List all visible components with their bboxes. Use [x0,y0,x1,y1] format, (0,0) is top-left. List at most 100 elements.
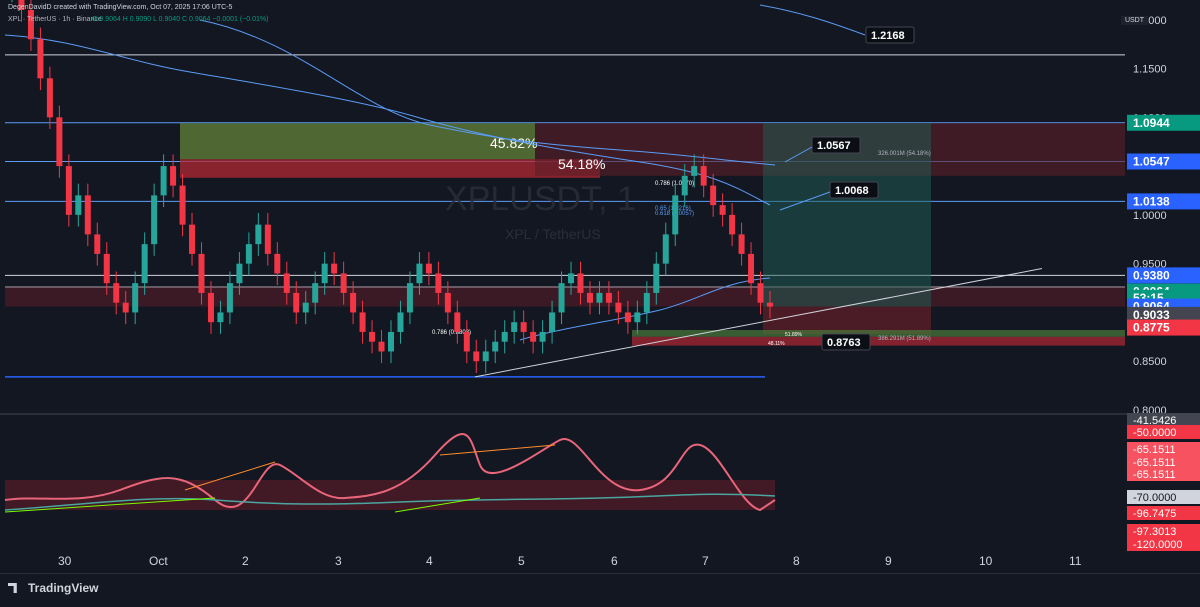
candle-body [122,302,129,313]
price-label-text: 1.0138 [1133,194,1170,208]
osc-label-box [1127,455,1200,469]
candle-body [463,331,470,352]
candle-body [511,322,518,332]
red-zone [180,159,600,178]
y-tick-label: 1.0000 [1133,210,1167,222]
candle-body [520,322,527,332]
candle-body [189,224,196,254]
divergence-line [184,461,276,491]
candle-body [738,234,745,254]
candle-body [255,224,262,245]
candle-body [605,292,612,303]
candle-body [549,312,556,332]
fib-label: 0.786 (0.8803) [432,330,471,336]
candle-body [312,283,319,303]
candle-body [710,185,717,206]
callout-text: 1.0567 [817,140,851,152]
candle-body [359,312,366,332]
price-label-text: 0.8775 [1133,321,1170,335]
candle-body [302,302,309,313]
volume-label: 386.291M (51.89%) [878,336,931,342]
candle-body [245,244,252,264]
long-stop-zone [763,306,931,334]
candle-body [293,292,300,313]
watermark-symbol: XPLUSDT, 1 [445,180,636,218]
candle-body [729,214,736,235]
x-tick-label: 7 [702,554,709,568]
candle-body [198,253,205,293]
oscillator-signal [4,493,776,511]
price-label-text: 1.0944 [1133,116,1170,130]
osc-label-text: -65.1511 [1133,457,1176,469]
footer-bar: TradingView [0,573,1200,602]
callout-box [811,136,861,154]
osc-label-box [1127,467,1200,481]
candle-body [435,273,442,293]
candle-body [596,292,603,303]
candle-body [406,283,413,313]
candle-body [539,331,546,342]
divergence-line [394,497,481,513]
candle-body [340,273,347,293]
candle-body [226,283,233,313]
osc-label-box [1127,506,1200,520]
candle-body [653,263,660,293]
candle-body [321,263,328,284]
osc-label-text: -70.0000 [1133,492,1176,504]
price-label-text: 1.0547 [1133,155,1170,169]
candle-body [530,331,537,342]
candle-body [151,195,158,245]
candle-body [454,312,461,332]
x-tick-label: 5 [518,554,525,568]
osc-label-text: -96.7475 [1133,508,1176,520]
candle-body [369,331,376,342]
long-target-zone [763,123,931,307]
divergence-line [439,444,556,456]
tradingview-logo-icon [8,583,17,593]
candle-body [113,283,120,303]
x-tick-label: 10 [979,554,993,568]
x-tick-label: 9 [885,554,892,568]
osc-label-box [1127,537,1200,551]
osc-label-text: -65.1511 [1133,469,1176,481]
callout-box [829,181,879,199]
price-label-box [1127,153,1200,170]
callout-connector [784,146,813,163]
osc-label-box [1127,524,1200,538]
candle-body [65,166,72,215]
x-tick-label: 30 [58,554,72,568]
candle-body [179,185,186,225]
watermark-name: XPL / TetherUS [505,226,601,242]
candle-body [103,253,110,284]
creator-text: DegenDavidD created with TradingView.com… [8,4,233,11]
candle-body [283,273,290,293]
ma-line [4,34,771,206]
red-band [632,336,1125,346]
candle-body [568,273,575,284]
candle-body [160,166,167,196]
ma-line [519,277,771,341]
candle-body [473,351,480,362]
candle-body [615,302,622,313]
candle-body [56,117,63,167]
currency-tag: USDT [1120,16,1148,25]
callout-text: 1.0068 [835,185,869,197]
x-tick-label: Oct [149,554,168,568]
price-label-box [1127,319,1200,336]
candle-body [132,283,139,313]
candle-body [482,351,489,362]
candle-body [577,273,584,293]
osc-band [5,480,775,510]
candle-body [492,341,499,352]
candle-body [662,234,669,264]
candle-body [84,195,91,235]
ma-line [759,4,866,36]
candle-body [264,224,271,254]
osc-label-text: -65.1511 [1133,444,1176,456]
volume-label: 48.11% [768,341,785,347]
candle-body [501,331,508,342]
candle-body [425,263,432,274]
candle-body [444,292,451,313]
osc-label-box [1127,442,1200,456]
